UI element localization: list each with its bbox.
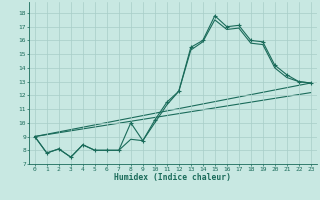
X-axis label: Humidex (Indice chaleur): Humidex (Indice chaleur) (114, 173, 231, 182)
